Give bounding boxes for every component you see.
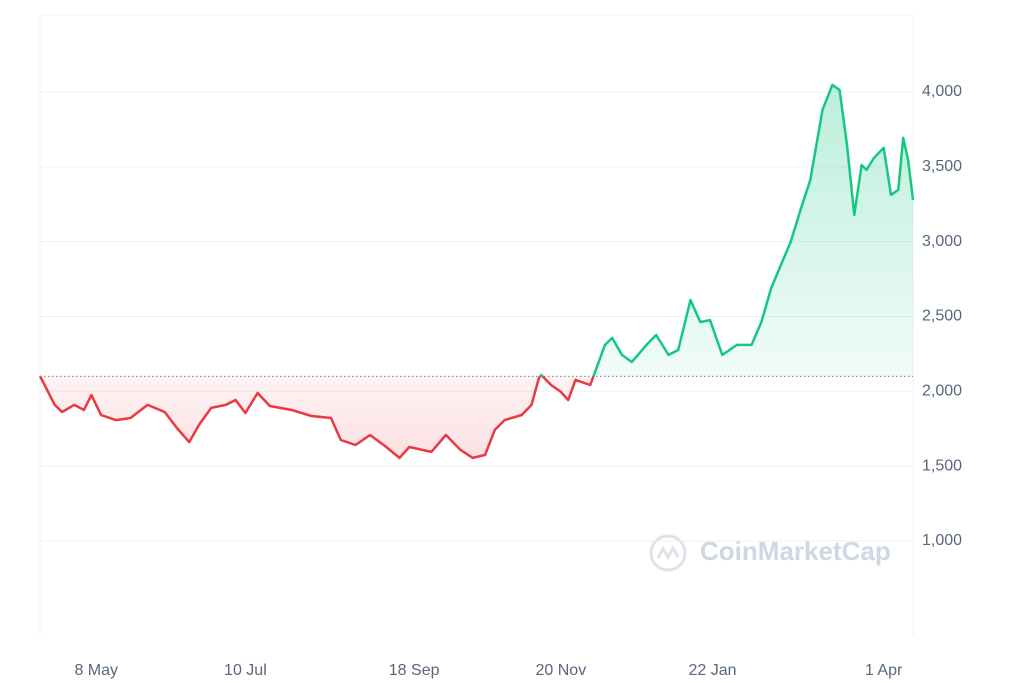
x-tick-label: 1 Apr [865,662,903,679]
y-tick-label: 3,000 [922,233,962,250]
x-tick-label: 20 Nov [536,662,587,679]
x-tick-label: 18 Sep [389,662,440,679]
watermark-logo [649,534,687,572]
y-tick-label: 4,000 [922,83,962,100]
price-area [40,84,913,458]
x-tick-label: 10 Jul [224,662,267,679]
y-tick-label: 2,000 [922,383,962,400]
y-tick-label: 2,500 [922,308,962,325]
price-line [38,83,915,460]
y-tick-label: 3,500 [922,158,962,175]
x-tick-label: 22 Jan [688,662,736,679]
y-tick-label: 1,000 [922,532,962,549]
watermark: CoinMarketCap [700,536,891,566]
y-tick-label: 1,500 [922,457,962,474]
x-tick-label: 8 May [74,662,118,679]
